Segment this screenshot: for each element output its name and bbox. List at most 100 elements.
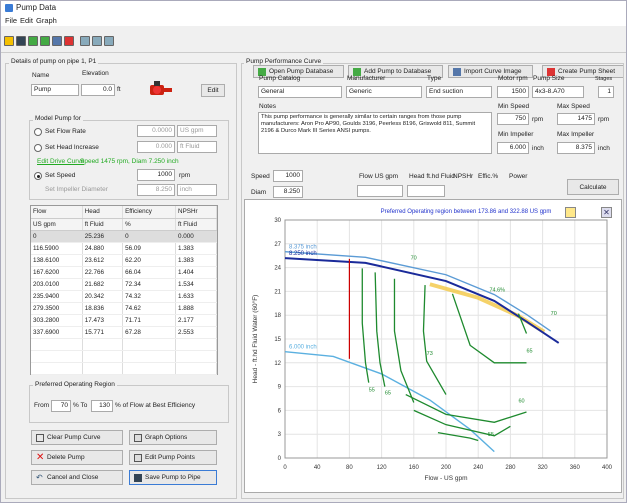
table-cell[interactable]: 303.2800 [31,314,83,327]
table-cell[interactable]: 66.04 [122,266,177,279]
table-cell[interactable]: 1.888 [175,302,217,315]
flow-result-field[interactable] [357,185,403,197]
stages-field[interactable]: 1 [598,86,614,98]
speed-field[interactable]: 1000 [137,169,175,181]
menu-edit[interactable]: Edit [20,16,33,25]
copy-pump-icon[interactable] [40,36,50,46]
table-cell[interactable]: 1.633 [175,290,217,303]
chart-expand-icon[interactable]: ✕ [601,207,612,218]
table-cell[interactable]: 25.236 [82,230,124,243]
save-pump-to-pipe-button[interactable]: Save Pump to Pipe [129,470,217,485]
table-cell[interactable]: 1.383 [175,242,217,255]
table-row[interactable]: 167.6200 22.766 66.04 1.404 [31,266,217,279]
table-cell[interactable]: 203.0100 [31,278,83,291]
table-cell[interactable] [175,338,217,351]
flow-unit-select[interactable]: US gpm [177,125,217,137]
table-cell[interactable] [31,338,83,351]
table-cell[interactable]: 24.880 [82,242,124,255]
table-cell[interactable]: 0 [31,230,83,243]
table-cell[interactable]: 67.28 [122,326,177,339]
table-cell[interactable]: 22.766 [82,266,124,279]
table-row[interactable]: 138.6100 23.612 62.20 1.383 [31,254,217,267]
flow-rate-field[interactable]: 0.0000 [137,125,175,137]
table-cell[interactable]: 337.6900 [31,326,83,339]
impeller-field[interactable]: 8.250 [137,184,175,196]
menu-graph[interactable]: Graph [36,16,57,25]
set-flow-rate-radio[interactable] [34,128,42,136]
menu-file[interactable]: File [5,16,18,25]
curve-diam-field[interactable]: 8.250 [273,186,303,198]
table-cell[interactable]: 71.71 [122,314,177,327]
table-cell[interactable]: 1.404 [175,266,217,279]
type-field[interactable]: End suction [426,86,492,98]
table-cell[interactable] [31,362,83,375]
min-impeller-field[interactable]: 6.000 [497,142,529,154]
table-cell[interactable]: 18.836 [82,302,124,315]
max-speed-field[interactable]: 1475 [557,113,595,125]
table-icon[interactable] [80,36,90,46]
table-cell[interactable]: 0 [122,230,177,243]
por-to-field[interactable]: 130 [91,400,113,412]
table-row[interactable]: 0 25.236 0 0.000 [31,230,217,243]
edit-drive-curve-link[interactable]: Edit Drive Curve [37,158,85,165]
table-row[interactable] [31,362,217,375]
table-row[interactable]: 279.3500 18.836 74.62 1.888 [31,302,217,315]
unit-flow[interactable]: US gpm [31,218,83,231]
calculate-button[interactable]: Calculate [567,179,619,195]
clear-pump-curve-button[interactable]: Clear Pump Curve [31,430,123,445]
table-cell[interactable] [82,362,124,375]
table-row[interactable] [31,350,217,363]
unit-npshr[interactable]: ft Fluid [175,218,217,231]
sheet-icon[interactable] [64,36,74,46]
open-pump-database-button[interactable]: Open Pump Database [253,65,344,78]
table-cell[interactable]: 17.473 [82,314,124,327]
table-cell[interactable]: 167.6200 [31,266,83,279]
import-curve-image-button[interactable]: Import Curve Image [448,65,533,78]
table-row[interactable] [31,338,217,351]
table-cell[interactable]: 235.9400 [31,290,83,303]
table-cell[interactable]: 1.383 [175,254,217,267]
create-pump-sheet-button[interactable]: Create Pump Sheet [542,65,624,78]
notes-field[interactable]: This pump performance is generally simil… [258,112,492,154]
table-cell[interactable] [82,350,124,363]
table-cell[interactable]: 1.534 [175,278,217,291]
table-row[interactable]: 303.2800 17.473 71.71 2.177 [31,314,217,327]
por-from-field[interactable]: 70 [51,400,71,412]
table-cell[interactable] [175,362,217,375]
max-impeller-field[interactable]: 8.375 [557,142,595,154]
table-cell[interactable]: 15.771 [82,326,124,339]
grid-icon[interactable] [92,36,102,46]
manufacturer-field[interactable]: Generic [346,86,422,98]
motor-rpm-field[interactable]: 1500 [497,86,529,98]
table-cell[interactable] [122,350,177,363]
table-cell[interactable]: 116.5900 [31,242,83,255]
edit-pump-points-button[interactable]: Edit Pump Points [129,450,217,465]
set-speed-radio[interactable] [34,172,42,180]
head-result-field[interactable] [407,185,445,197]
table-cell[interactable]: 23.612 [82,254,124,267]
pump-curve-chart[interactable]: 0 40 80 120 160 200 240 280 320 360 400 0 3 6 9 12 15 18 2… [244,199,622,493]
table-row[interactable]: 235.9400 20.342 74.32 1.633 [31,290,217,303]
name-field[interactable]: Pump [31,84,79,96]
image-icon[interactable] [52,36,62,46]
head-field[interactable]: 0.000 [137,141,175,153]
table-cell[interactable] [82,338,124,351]
table-cell[interactable]: 138.6100 [31,254,83,267]
chart-icon[interactable] [104,36,114,46]
table-cell[interactable]: 20.342 [82,290,124,303]
chart-zoom-icon[interactable] [565,207,576,218]
graph-options-button[interactable]: Graph Options [129,430,217,445]
edit-button[interactable]: Edit [201,84,225,97]
unit-efficiency[interactable]: % [122,218,177,231]
impeller-unit-select[interactable]: inch [177,184,217,196]
table-cell[interactable]: 2.177 [175,314,217,327]
add-pump-icon[interactable] [28,36,38,46]
table-cell[interactable]: 74.32 [122,290,177,303]
cancel-and-close-button[interactable]: ↶ Cancel and Close [31,470,123,485]
min-speed-field[interactable]: 750 [497,113,529,125]
pump-size-field[interactable]: 4x3-8.A70 [532,86,584,98]
table-cell[interactable] [31,350,83,363]
table-row[interactable]: 203.0100 21.682 72.34 1.534 [31,278,217,291]
table-cell[interactable]: 74.62 [122,302,177,315]
add-pump-to-database-button[interactable]: Add Pump to Database [348,65,443,78]
